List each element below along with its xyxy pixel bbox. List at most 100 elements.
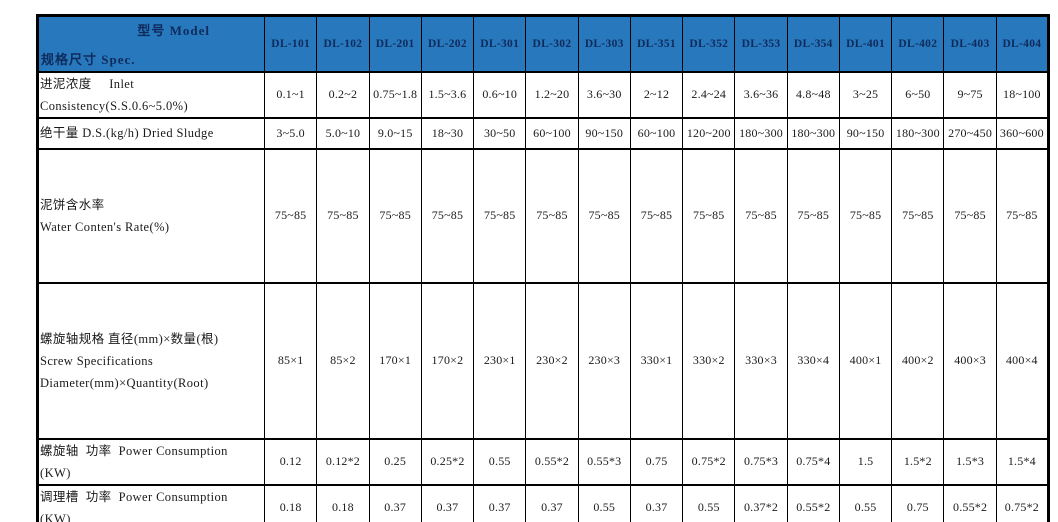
value-cell: 0.37 <box>420 483 475 522</box>
value-cell: 90~150 <box>577 116 631 150</box>
value-cell: 0.25*2 <box>420 437 475 486</box>
value-cell: 0.12*2 <box>316 437 370 486</box>
value-cell: 330×3 <box>734 281 788 440</box>
spec-header-label: 规格尺寸 Spec. <box>41 51 136 67</box>
column-header: DL-202 <box>420 14 475 73</box>
header-corner-inner: 型号 Model 规格尺寸 Spec. <box>41 20 262 68</box>
value-cell: 75~85 <box>577 147 631 284</box>
row-water-content-rate: 泥饼含水率 Water Conten's Rate(%) 75~85 75~85 75… <box>36 147 1050 284</box>
row-label-tank-power: 调理槽 功率 Power Consumption (KW) <box>36 483 266 522</box>
value-cell: 75~85 <box>473 147 527 284</box>
row-label-line: Water Conten's Rate(%) <box>40 219 170 234</box>
value-cell: 0.25 <box>368 437 422 486</box>
spec-table: 型号 Model 规格尺寸 Spec. DL-101 DL-102 DL-201 DL… <box>36 14 1050 522</box>
value-cell: 170×2 <box>420 281 475 440</box>
value-cell: 0.55 <box>682 483 736 522</box>
column-header: DL-302 <box>525 14 579 73</box>
value-cell: 75~85 <box>786 147 840 284</box>
value-cell: 0.55*3 <box>577 437 631 486</box>
value-cell: 230×2 <box>525 281 579 440</box>
column-header: DL-404 <box>995 14 1050 73</box>
value-cell: 60~100 <box>525 116 579 150</box>
value-cell: 75~85 <box>264 147 318 284</box>
value-cell: 330×4 <box>786 281 840 440</box>
value-cell: 0.37 <box>473 483 527 522</box>
column-header: DL-401 <box>838 14 893 73</box>
column-header: DL-403 <box>943 14 997 73</box>
row-label-dried-sludge: 绝干量 D.S.(kg/h) Dried Sludge <box>36 116 266 150</box>
value-cell: 0.55*2 <box>525 437 579 486</box>
value-cell: 0.37 <box>368 483 422 522</box>
row-label-line: Diameter(mm)×Quantity(Root) <box>40 375 209 390</box>
column-header: DL-201 <box>368 14 422 73</box>
value-cell: 0.6~10 <box>473 70 527 119</box>
value-cell: 2~12 <box>629 70 684 119</box>
row-screw-power: 螺旋轴 功率 Power Consumption (KW) 0.12 0.12*2… <box>36 437 1050 486</box>
column-header: DL-351 <box>629 14 684 73</box>
value-cell: 75~85 <box>838 147 893 284</box>
row-label-screw-specifications: 螺旋轴规格 直径(mm)×数量(根) Screw Specifications Di… <box>36 281 266 440</box>
value-cell: 0.55*2 <box>943 483 997 522</box>
value-cell: 18~100 <box>995 70 1050 119</box>
value-cell: 1.5*3 <box>943 437 997 486</box>
value-cell: 230×3 <box>577 281 631 440</box>
table-header-row: 型号 Model 规格尺寸 Spec. DL-101 DL-102 DL-201 DL… <box>36 14 1050 73</box>
column-header: DL-101 <box>264 14 318 73</box>
value-cell: 0.18 <box>316 483 370 522</box>
value-cell: 85×2 <box>316 281 370 440</box>
value-cell: 120~200 <box>682 116 736 150</box>
value-cell: 30~50 <box>473 116 527 150</box>
value-cell: 0.2~2 <box>316 70 370 119</box>
value-cell: 330×1 <box>629 281 684 440</box>
value-cell: 0.75 <box>891 483 945 522</box>
row-label-screw-power: 螺旋轴 功率 Power Consumption (KW) <box>36 437 266 486</box>
value-cell: 18~30 <box>420 116 475 150</box>
value-cell: 0.55*2 <box>786 483 840 522</box>
value-cell: 3.6~36 <box>734 70 788 119</box>
value-cell: 75~85 <box>420 147 475 284</box>
value-cell: 1.5~3.6 <box>420 70 475 119</box>
value-cell: 230×1 <box>473 281 527 440</box>
column-header: DL-303 <box>577 14 631 73</box>
row-label-water-content-rate: 泥饼含水率 Water Conten's Rate(%) <box>36 147 266 284</box>
value-cell: 270~450 <box>943 116 997 150</box>
value-cell: 0.75*2 <box>995 483 1050 522</box>
value-cell: 180~300 <box>734 116 788 150</box>
value-cell: 400×4 <box>995 281 1050 440</box>
value-cell: 3~25 <box>838 70 893 119</box>
value-cell: 0.37*2 <box>734 483 788 522</box>
value-cell: 0.1~1 <box>264 70 318 119</box>
value-cell: 90~150 <box>838 116 893 150</box>
value-cell: 1.5 <box>838 437 893 486</box>
row-label-line: 螺旋轴规格 直径(mm)×数量(根) <box>40 331 219 346</box>
value-cell: 75~85 <box>995 147 1050 284</box>
column-header: DL-353 <box>734 14 788 73</box>
value-cell: 2.4~24 <box>682 70 736 119</box>
value-cell: 0.75~1.8 <box>368 70 422 119</box>
column-header: DL-301 <box>473 14 527 73</box>
column-header: DL-402 <box>891 14 945 73</box>
value-cell: 400×3 <box>943 281 997 440</box>
column-header: DL-102 <box>316 14 370 73</box>
value-cell: 75~85 <box>316 147 370 284</box>
value-cell: 1.2~20 <box>525 70 579 119</box>
row-inlet-consistency: 进泥浓度 Inlet Consistency(S.S.0.6~5.0%) 0.1… <box>36 70 1050 119</box>
value-cell: 60~100 <box>629 116 684 150</box>
row-screw-specifications: 螺旋轴规格 直径(mm)×数量(根) Screw Specifications Di… <box>36 281 1050 440</box>
row-label-line: 泥饼含水率 <box>40 197 105 212</box>
value-cell: 180~300 <box>786 116 840 150</box>
value-cell: 3~5.0 <box>264 116 318 150</box>
value-cell: 1.5*2 <box>891 437 945 486</box>
value-cell: 330×2 <box>682 281 736 440</box>
value-cell: 75~85 <box>734 147 788 284</box>
value-cell: 6~50 <box>891 70 945 119</box>
header-corner-cell: 型号 Model 规格尺寸 Spec. <box>36 14 266 73</box>
value-cell: 5.0~10 <box>316 116 370 150</box>
value-cell: 1.5*4 <box>995 437 1050 486</box>
value-cell: 400×2 <box>891 281 945 440</box>
column-header: DL-354 <box>786 14 840 73</box>
model-header-label: 型号 Model <box>137 22 211 38</box>
row-label-inlet-consistency: 进泥浓度 Inlet Consistency(S.S.0.6~5.0%) <box>36 70 266 119</box>
column-header: DL-352 <box>682 14 736 73</box>
